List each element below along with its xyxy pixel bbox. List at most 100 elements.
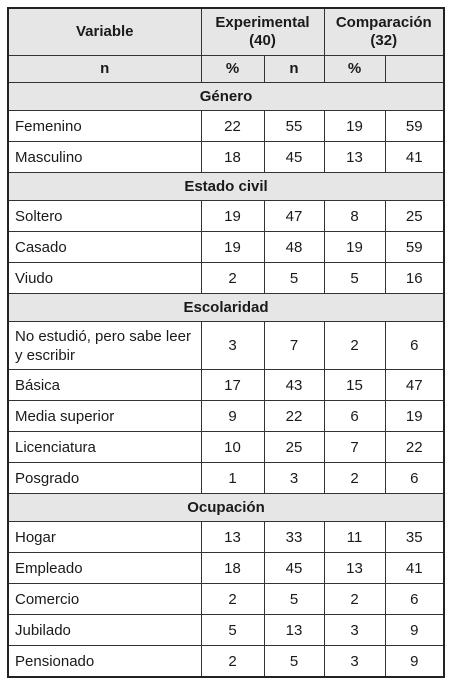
row-label: Posgrado bbox=[7, 462, 202, 494]
value-cell: 43 bbox=[263, 369, 325, 401]
subheader-cell bbox=[384, 55, 445, 83]
value-cell: 1 bbox=[200, 462, 265, 494]
value-cell: 47 bbox=[263, 200, 325, 232]
row-label: Comercio bbox=[7, 583, 202, 615]
data-row: Soltero 19 47 8 25 bbox=[7, 200, 445, 232]
value-cell: 5 bbox=[323, 262, 386, 294]
value-cell: 2 bbox=[323, 321, 386, 370]
value-cell: 6 bbox=[384, 462, 445, 494]
value-cell: 59 bbox=[384, 231, 445, 263]
value-cell: 22 bbox=[263, 400, 325, 432]
subheader-cell: % bbox=[200, 55, 265, 83]
value-cell: 41 bbox=[384, 141, 445, 173]
value-cell: 22 bbox=[200, 110, 265, 142]
subheader-cell: n bbox=[263, 55, 325, 83]
row-label: Jubilado bbox=[7, 614, 202, 646]
section-title: Estado civil bbox=[7, 172, 445, 201]
value-cell: 45 bbox=[263, 552, 325, 584]
section-title: Escolaridad bbox=[7, 293, 445, 322]
value-cell: 3 bbox=[323, 614, 386, 646]
section-row: Estado civil bbox=[7, 172, 445, 201]
value-cell: 2 bbox=[200, 583, 265, 615]
value-cell: 19 bbox=[323, 231, 386, 263]
value-cell: 2 bbox=[323, 583, 386, 615]
value-cell: 6 bbox=[323, 400, 386, 432]
data-row: Licenciatura 10 25 7 22 bbox=[7, 431, 445, 463]
value-cell: 55 bbox=[263, 110, 325, 142]
header-cell: Variable bbox=[7, 7, 202, 56]
value-cell: 45 bbox=[263, 141, 325, 173]
data-row: Posgrado 1 3 2 6 bbox=[7, 462, 445, 494]
value-cell: 13 bbox=[263, 614, 325, 646]
value-cell: 25 bbox=[384, 200, 445, 232]
value-cell: 19 bbox=[200, 200, 265, 232]
data-row: Pensionado 2 5 3 9 bbox=[7, 645, 445, 678]
subheader-row: n % n % bbox=[7, 55, 445, 83]
table-body: Variable Experimental (40) Comparación (… bbox=[7, 7, 445, 678]
value-cell: 13 bbox=[323, 552, 386, 584]
row-label: Empleado bbox=[7, 552, 202, 584]
value-cell: 13 bbox=[200, 521, 265, 553]
subheader-cell: n bbox=[7, 55, 202, 83]
section-title: Ocupación bbox=[7, 493, 445, 522]
value-cell: 2 bbox=[200, 262, 265, 294]
data-row: Media superior 9 22 6 19 bbox=[7, 400, 445, 432]
header-row: Variable Experimental (40) Comparación (… bbox=[7, 7, 445, 56]
row-label: No estudió, pero sabe leer y escribir bbox=[7, 321, 202, 370]
value-cell: 3 bbox=[200, 321, 265, 370]
value-cell: 6 bbox=[384, 583, 445, 615]
data-table: Variable Experimental (40) Comparación (… bbox=[7, 7, 446, 678]
value-cell: 5 bbox=[200, 614, 265, 646]
value-cell: 35 bbox=[384, 521, 445, 553]
row-label: Soltero bbox=[7, 200, 202, 232]
data-row: Comercio 2 5 2 6 bbox=[7, 583, 445, 615]
value-cell: 5 bbox=[263, 645, 325, 678]
value-cell: 6 bbox=[384, 321, 445, 370]
data-row: Casado 19 48 19 59 bbox=[7, 231, 445, 263]
row-label: Media superior bbox=[7, 400, 202, 432]
value-cell: 18 bbox=[200, 552, 265, 584]
value-cell: 2 bbox=[200, 645, 265, 678]
data-row: Básica 17 43 15 47 bbox=[7, 369, 445, 401]
row-label: Masculino bbox=[7, 141, 202, 173]
value-cell: 9 bbox=[384, 645, 445, 678]
value-cell: 5 bbox=[263, 583, 325, 615]
value-cell: 25 bbox=[263, 431, 325, 463]
value-cell: 9 bbox=[384, 614, 445, 646]
value-cell: 10 bbox=[200, 431, 265, 463]
data-row: Masculino 18 45 13 41 bbox=[7, 141, 445, 173]
data-row: Viudo 2 5 5 16 bbox=[7, 262, 445, 294]
data-row: Hogar 13 33 11 35 bbox=[7, 521, 445, 553]
row-label: Pensionado bbox=[7, 645, 202, 678]
row-label: Casado bbox=[7, 231, 202, 263]
row-label: Licenciatura bbox=[7, 431, 202, 463]
data-row: Jubilado 5 13 3 9 bbox=[7, 614, 445, 646]
value-cell: 48 bbox=[263, 231, 325, 263]
value-cell: 16 bbox=[384, 262, 445, 294]
value-cell: 3 bbox=[263, 462, 325, 494]
value-cell: 47 bbox=[384, 369, 445, 401]
row-label: Hogar bbox=[7, 521, 202, 553]
data-row: Femenino 22 55 19 59 bbox=[7, 110, 445, 142]
row-label: Femenino bbox=[7, 110, 202, 142]
section-row: Género bbox=[7, 82, 445, 111]
value-cell: 7 bbox=[323, 431, 386, 463]
header-cell: Comparación (32) bbox=[323, 7, 445, 56]
value-cell: 7 bbox=[263, 321, 325, 370]
value-cell: 13 bbox=[323, 141, 386, 173]
value-cell: 3 bbox=[323, 645, 386, 678]
data-row: No estudió, pero sabe leer y escribir 3 7 2… bbox=[7, 321, 445, 370]
section-row: Ocupación bbox=[7, 493, 445, 522]
value-cell: 19 bbox=[384, 400, 445, 432]
section-title: Género bbox=[7, 82, 445, 111]
section-row: Escolaridad bbox=[7, 293, 445, 322]
row-label: Viudo bbox=[7, 262, 202, 294]
value-cell: 2 bbox=[323, 462, 386, 494]
data-row: Empleado 18 45 13 41 bbox=[7, 552, 445, 584]
value-cell: 33 bbox=[263, 521, 325, 553]
value-cell: 5 bbox=[263, 262, 325, 294]
value-cell: 19 bbox=[323, 110, 386, 142]
value-cell: 17 bbox=[200, 369, 265, 401]
subheader-cell: % bbox=[323, 55, 386, 83]
